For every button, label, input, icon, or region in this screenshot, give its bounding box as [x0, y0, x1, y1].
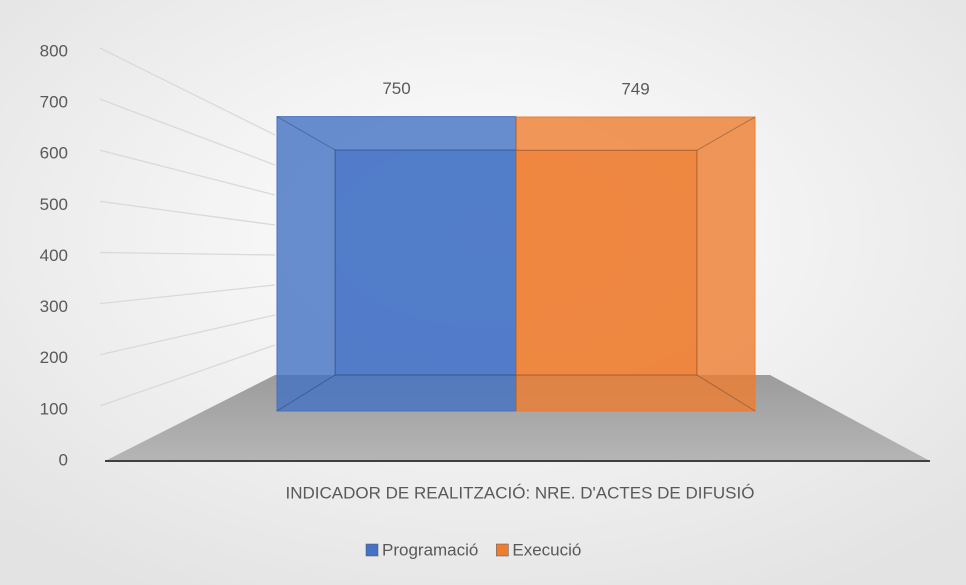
legend-swatch — [365, 543, 379, 557]
bar — [276, 116, 517, 412]
bar-edge — [276, 374, 336, 412]
bar-edge — [276, 116, 336, 151]
grid-line — [99, 200, 276, 226]
data-label: 749 — [621, 80, 649, 99]
data-label: 750 — [382, 79, 410, 98]
grid-line — [99, 344, 276, 407]
y-tick-label: 500 — [40, 195, 68, 214]
bar-edge — [696, 116, 756, 151]
bar-edge — [696, 374, 756, 412]
grid-line — [99, 98, 276, 166]
y-tick-label: 300 — [40, 297, 68, 316]
bar — [515, 116, 756, 412]
bar-inner-edges — [515, 149, 698, 376]
grid-line — [99, 314, 276, 356]
y-tick-label: 0 — [59, 450, 68, 469]
grid-line — [99, 284, 276, 305]
y-tick-label: 400 — [40, 246, 68, 265]
legend-label: Execució — [512, 540, 581, 559]
grid-line — [99, 251, 276, 256]
x-tick-label: INDICADOR DE REALITZACIÓ: NRE. D'ACTES D… — [286, 483, 755, 502]
grid-line — [99, 47, 276, 136]
y-tick-label: 700 — [40, 93, 68, 112]
legend-swatch — [496, 543, 509, 557]
y-tick-label: 800 — [40, 41, 68, 60]
legend-label: Programació — [382, 540, 478, 559]
y-tick-label: 600 — [40, 144, 68, 163]
y-tick-label: 200 — [40, 348, 68, 367]
grid-line — [99, 149, 276, 196]
y-tick-label: 100 — [40, 399, 68, 418]
